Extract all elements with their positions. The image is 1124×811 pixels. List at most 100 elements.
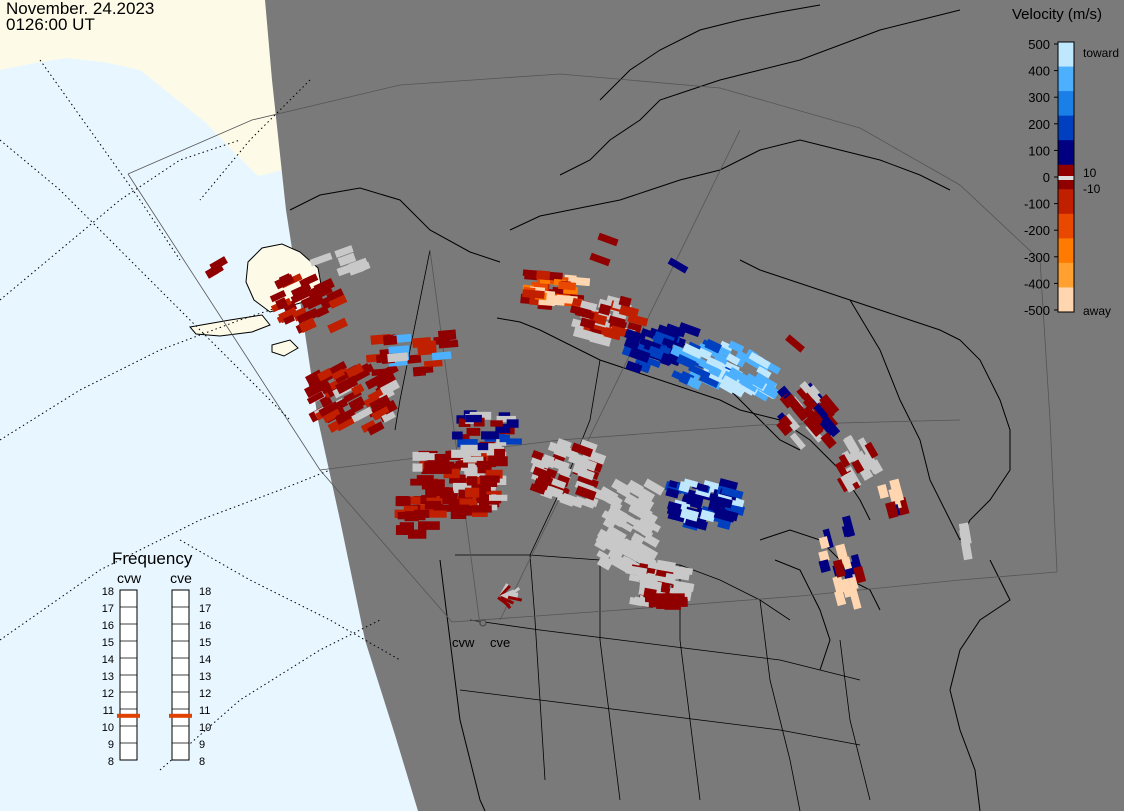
scatter-cell bbox=[643, 533, 660, 548]
scatter-cell bbox=[536, 270, 551, 281]
scatter-cell bbox=[851, 459, 865, 474]
scatter-cell bbox=[843, 470, 858, 486]
scatter-cell bbox=[868, 459, 884, 475]
night-region bbox=[265, 0, 1124, 811]
scatter-cell bbox=[334, 371, 350, 384]
scatter-cell bbox=[820, 415, 841, 438]
freq-tick-label: 13 bbox=[199, 671, 211, 683]
velocity-colorbar: 500 400 300 200 100 0 -100 -200 -300 -400 -500 towa… bbox=[1024, 37, 1119, 318]
freq-tick-label: 9 bbox=[199, 739, 205, 751]
scatter-cell bbox=[335, 415, 357, 432]
scatter-cell bbox=[704, 338, 722, 354]
colorbar-swatch bbox=[1058, 238, 1074, 264]
freq-tick-label: 15 bbox=[199, 637, 211, 649]
scatter-cell bbox=[478, 481, 491, 492]
scatter-cell bbox=[404, 496, 421, 504]
scatter-cell bbox=[388, 345, 410, 354]
scatter-cell bbox=[818, 536, 830, 550]
scatter-cell bbox=[699, 509, 716, 523]
colorbar-tick-label: -100 bbox=[1024, 197, 1050, 212]
scatter-cell bbox=[571, 442, 594, 458]
toward-label: toward bbox=[1083, 46, 1119, 60]
colorbar-swatch bbox=[1058, 91, 1074, 117]
scatter-cell bbox=[661, 337, 675, 348]
scatter-cell bbox=[494, 448, 506, 459]
scatter-cell bbox=[718, 346, 732, 358]
scatter-cell bbox=[396, 495, 410, 503]
colorbar-tick-label: -500 bbox=[1024, 303, 1050, 318]
scatter-cell bbox=[387, 352, 409, 363]
scatter-cell bbox=[457, 439, 478, 448]
scatter-cell bbox=[597, 232, 619, 247]
scatter-cell bbox=[818, 550, 830, 563]
scatter-cell bbox=[623, 339, 640, 351]
scatter-cell bbox=[713, 352, 729, 365]
scatter-cell bbox=[524, 273, 538, 281]
date-label: November. 24.2023 bbox=[6, 0, 155, 18]
scatter-cell bbox=[838, 454, 851, 468]
scatter-cell bbox=[480, 443, 502, 454]
colorbar-swatch bbox=[1058, 140, 1074, 166]
scatter-cell bbox=[532, 466, 553, 481]
scatter-cell bbox=[463, 456, 484, 463]
scatter-cell bbox=[353, 368, 371, 382]
scatter-cell bbox=[728, 367, 751, 385]
scatter-cell bbox=[625, 360, 643, 374]
scatter-cell bbox=[506, 419, 519, 428]
scatter-cell bbox=[343, 362, 365, 380]
scatter-cell bbox=[840, 578, 854, 598]
freq-tick-label: 17 bbox=[102, 603, 114, 615]
freq-tick-label: 13 bbox=[102, 671, 114, 683]
radar-label-cve: cve bbox=[490, 635, 511, 650]
scatter-cell bbox=[721, 486, 744, 500]
scatter-cell bbox=[274, 275, 290, 288]
away-label: away bbox=[1083, 304, 1111, 318]
scatter-cell bbox=[639, 337, 653, 348]
scatter-cell bbox=[672, 568, 691, 581]
scatter-cell bbox=[309, 252, 333, 267]
scatter-cell bbox=[841, 515, 856, 538]
scatter-cell bbox=[853, 565, 867, 584]
scatter-cell bbox=[282, 314, 296, 325]
scatter-cell bbox=[477, 466, 492, 474]
scatter-cell bbox=[410, 478, 428, 486]
scatter-cell bbox=[848, 576, 859, 591]
scatter-cell bbox=[603, 327, 622, 341]
scatter-cell bbox=[499, 596, 512, 610]
scatter-cell bbox=[625, 564, 648, 577]
coastlines bbox=[289, 4, 1011, 811]
scatter-cell bbox=[559, 495, 575, 507]
scatter-cell bbox=[789, 432, 806, 450]
scatter-cell bbox=[371, 368, 392, 377]
scatter-cell bbox=[465, 414, 482, 423]
scatter-cell bbox=[383, 335, 398, 346]
scatter-cell bbox=[784, 393, 805, 416]
scatter-cell bbox=[479, 475, 490, 483]
scatter-cell bbox=[708, 365, 722, 378]
scatter-cell bbox=[275, 297, 289, 310]
scatter-cell bbox=[602, 518, 616, 530]
scatter-cell bbox=[682, 343, 704, 360]
frequency-panel: cvw18171615141312111098cve18171615141312… bbox=[102, 570, 212, 768]
scatter-cell bbox=[479, 475, 500, 483]
scatter-cell bbox=[418, 521, 440, 530]
scatter-cell bbox=[598, 303, 612, 316]
timestamp-header: November. 24.2023 0126:00 UT bbox=[6, 0, 155, 33]
scatter-cell bbox=[959, 529, 969, 548]
scatter-cell bbox=[735, 350, 752, 364]
freq-tick-label: 8 bbox=[108, 756, 114, 768]
scatter-cell bbox=[458, 418, 471, 427]
scatter-cell bbox=[569, 305, 592, 318]
freq-tick-label: 18 bbox=[102, 586, 114, 598]
scatter-cell bbox=[360, 419, 377, 433]
colorbar-tick-label: 200 bbox=[1028, 117, 1050, 132]
scatter-cell bbox=[430, 466, 452, 474]
scatter-cell bbox=[665, 323, 687, 338]
colorbar-tick-label: 400 bbox=[1028, 64, 1050, 79]
scatter-cell bbox=[819, 394, 840, 416]
scatter-cell bbox=[718, 478, 739, 491]
scatter-cell bbox=[379, 379, 400, 396]
scatter-cell bbox=[843, 435, 859, 453]
scatter-cell bbox=[395, 525, 413, 535]
colorbar-tick-label: 0 bbox=[1043, 170, 1050, 185]
